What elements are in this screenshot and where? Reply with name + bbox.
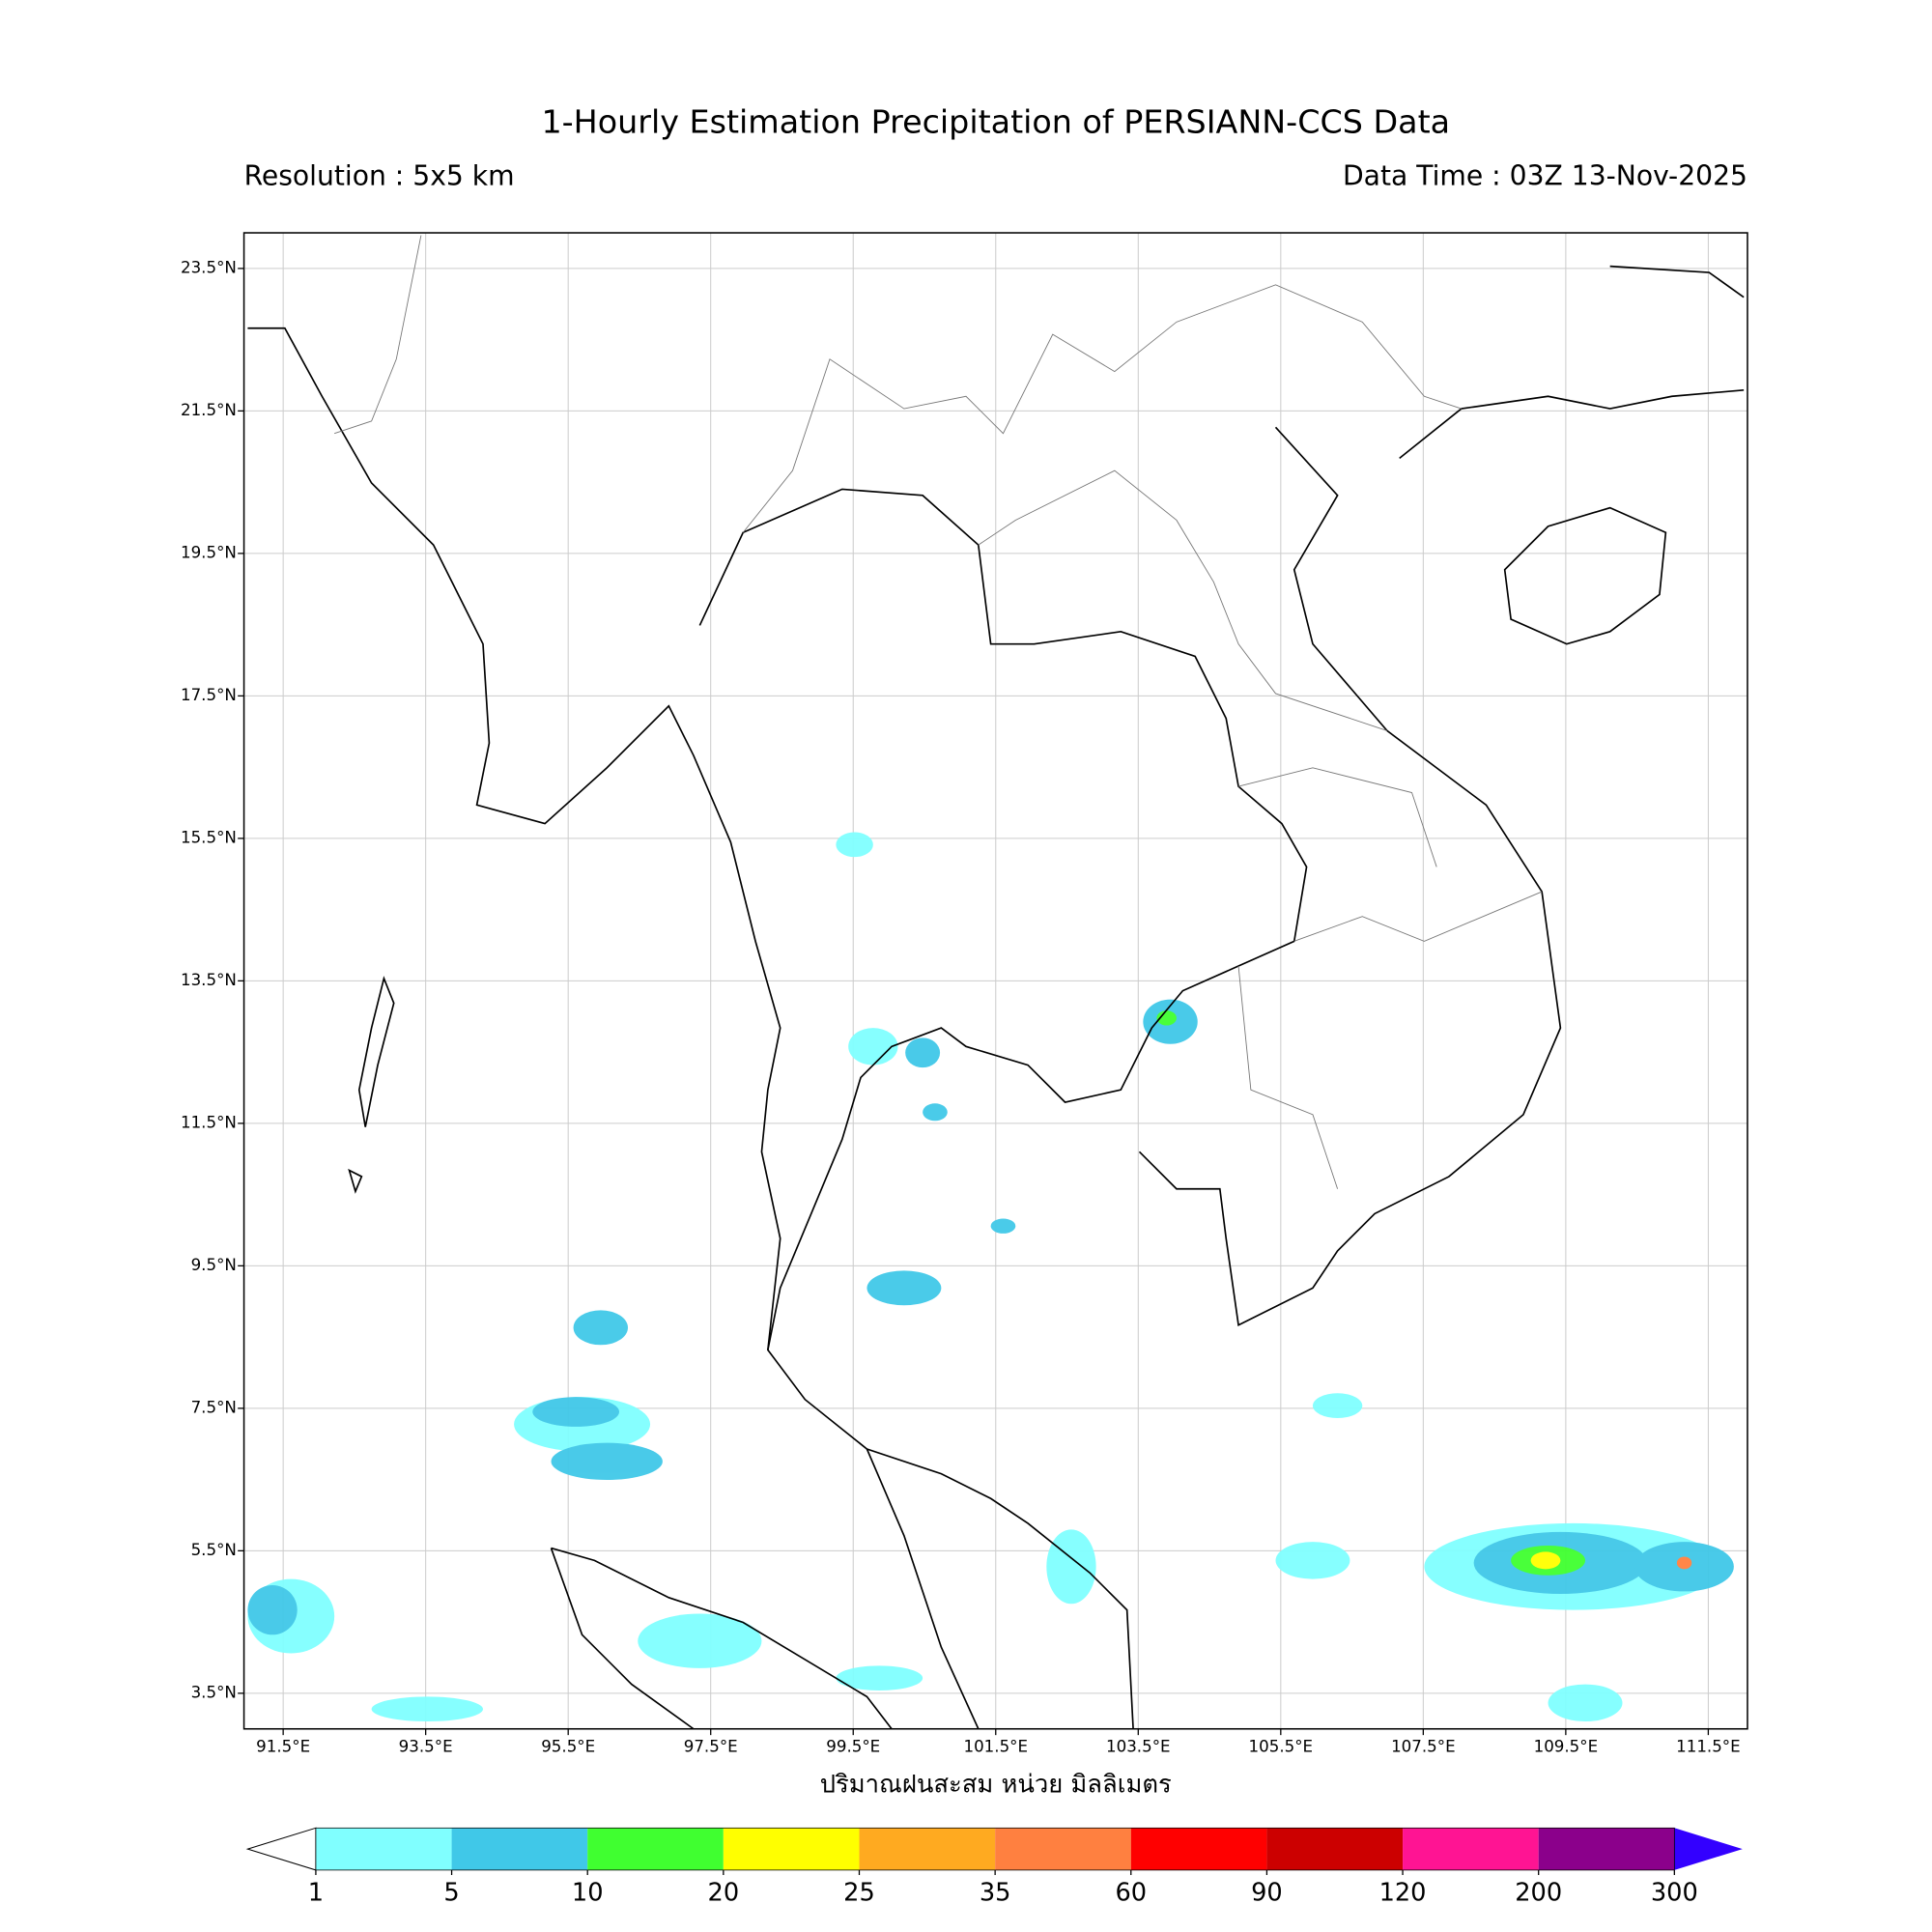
- colorbar-segment: [315, 1828, 452, 1870]
- grid: [243, 233, 1747, 1729]
- rain-area: [1530, 1551, 1561, 1570]
- colorbar-label: 35: [980, 1878, 1011, 1907]
- x-tick-label: 91.5°E: [256, 1737, 310, 1755]
- rain-area: [1156, 1010, 1177, 1026]
- colorbar-segment: [587, 1828, 724, 1870]
- sumatra: [550, 1547, 893, 1730]
- rain-area: [990, 1218, 1016, 1234]
- y-tick-label: 11.5°N: [181, 1113, 237, 1131]
- y-tick-label: 9.5°N: [191, 1256, 237, 1274]
- rain-area: [1676, 1556, 1692, 1570]
- rain-area: [905, 1037, 941, 1068]
- x-tick-label: 97.5°E: [684, 1737, 738, 1755]
- x-tick-label: 93.5°E: [399, 1737, 453, 1755]
- colorbar-label: 90: [1251, 1878, 1283, 1907]
- y-tick-label: 5.5°N: [191, 1541, 237, 1559]
- colorbar-label: 5: [443, 1878, 459, 1907]
- rain-area: [551, 1442, 663, 1481]
- data-time: Data Time : 03Z 13-Nov-2025: [1343, 159, 1747, 191]
- malay-west-coast: [866, 1448, 980, 1730]
- vietnam-coast: [1138, 426, 1562, 1327]
- coastlines: [247, 235, 1745, 1730]
- colorbar-label: 120: [1379, 1878, 1427, 1907]
- y-tick-label: 21.5°N: [181, 401, 237, 419]
- colorbar-segment: [1538, 1828, 1675, 1870]
- x-tick-label: 101.5°E: [963, 1737, 1028, 1755]
- x-tick-label: 107.5°E: [1391, 1737, 1456, 1755]
- precipitation: [247, 832, 1734, 1722]
- colorbar-under: [245, 1827, 317, 1871]
- colorbar-segment: [1266, 1828, 1404, 1870]
- x-tick-label: 109.5°E: [1534, 1737, 1599, 1755]
- rain-area: [371, 1696, 483, 1722]
- rain-area: [532, 1397, 620, 1427]
- x-tick-label: 105.5°E: [1249, 1737, 1314, 1755]
- rain-area: [1312, 1393, 1363, 1418]
- colorbar-segment: [451, 1828, 588, 1870]
- colorbar-segment: [995, 1828, 1131, 1870]
- y-tick-label: 17.5°N: [181, 686, 237, 704]
- rain-area: [923, 1103, 948, 1122]
- colorbar-segment: [723, 1828, 860, 1870]
- x-tick-label: 95.5°E: [541, 1737, 595, 1755]
- colorbar-label: 60: [1115, 1878, 1147, 1907]
- borders: [334, 235, 1543, 1189]
- x-tick-label: 111.5°E: [1676, 1737, 1741, 1755]
- colorbar-label: 300: [1651, 1878, 1698, 1907]
- rain-area: [848, 1028, 898, 1065]
- y-tick-label: 7.5°N: [191, 1398, 237, 1416]
- rain-area: [836, 1665, 923, 1690]
- rain-area: [247, 1585, 298, 1635]
- title: 1-Hourly Estimation Precipitation of PER…: [541, 103, 1450, 141]
- colorbar-label: 20: [708, 1878, 740, 1907]
- colorbar-over: [1674, 1828, 1743, 1870]
- resolution: Resolution : 5x5 km: [244, 159, 515, 191]
- axis-ticks: 91.5°E 93.5°E 95.5°E 97.5°E 99.5°E 101.5°E 103…: [181, 258, 1741, 1755]
- thailand-outline: [698, 488, 1308, 1729]
- myanmar-coast: [247, 327, 781, 1350]
- rain-area: [638, 1613, 762, 1668]
- andaman-islands: [348, 976, 395, 1194]
- y-tick-label: 13.5°N: [181, 971, 237, 989]
- x-tick-label: 99.5°E: [826, 1737, 880, 1755]
- colorbar-label: 10: [572, 1878, 604, 1907]
- colorbar: 1 5 10 20 25 35 60 90 120 200 300: [245, 1827, 1743, 1907]
- rain-area: [1275, 1542, 1350, 1579]
- colorbar-label: 1: [308, 1878, 324, 1907]
- colorbar-label: 25: [843, 1878, 875, 1907]
- y-tick-label: 15.5°N: [181, 828, 237, 846]
- x-axis-label: ปริมาณฝนสะสม หน่วย มิลลิเมตร: [820, 1771, 1172, 1800]
- rain-area: [1548, 1684, 1623, 1722]
- x-tick-label: 103.5°E: [1106, 1737, 1171, 1755]
- hainan: [1503, 506, 1667, 645]
- colorbar-segment: [859, 1828, 996, 1870]
- china-coast: [1399, 265, 1745, 460]
- y-tick-label: 3.5°N: [191, 1683, 237, 1701]
- colorbar-label: 200: [1515, 1878, 1562, 1907]
- rain-area: [573, 1310, 628, 1346]
- rain-area: [1046, 1529, 1096, 1605]
- rain-area: [867, 1270, 942, 1306]
- rain-area: [836, 832, 873, 858]
- colorbar-segment: [1403, 1828, 1539, 1870]
- y-tick-label: 19.5°N: [181, 543, 237, 561]
- y-tick-label: 23.5°N: [181, 258, 237, 276]
- colorbar-segment: [1130, 1828, 1267, 1870]
